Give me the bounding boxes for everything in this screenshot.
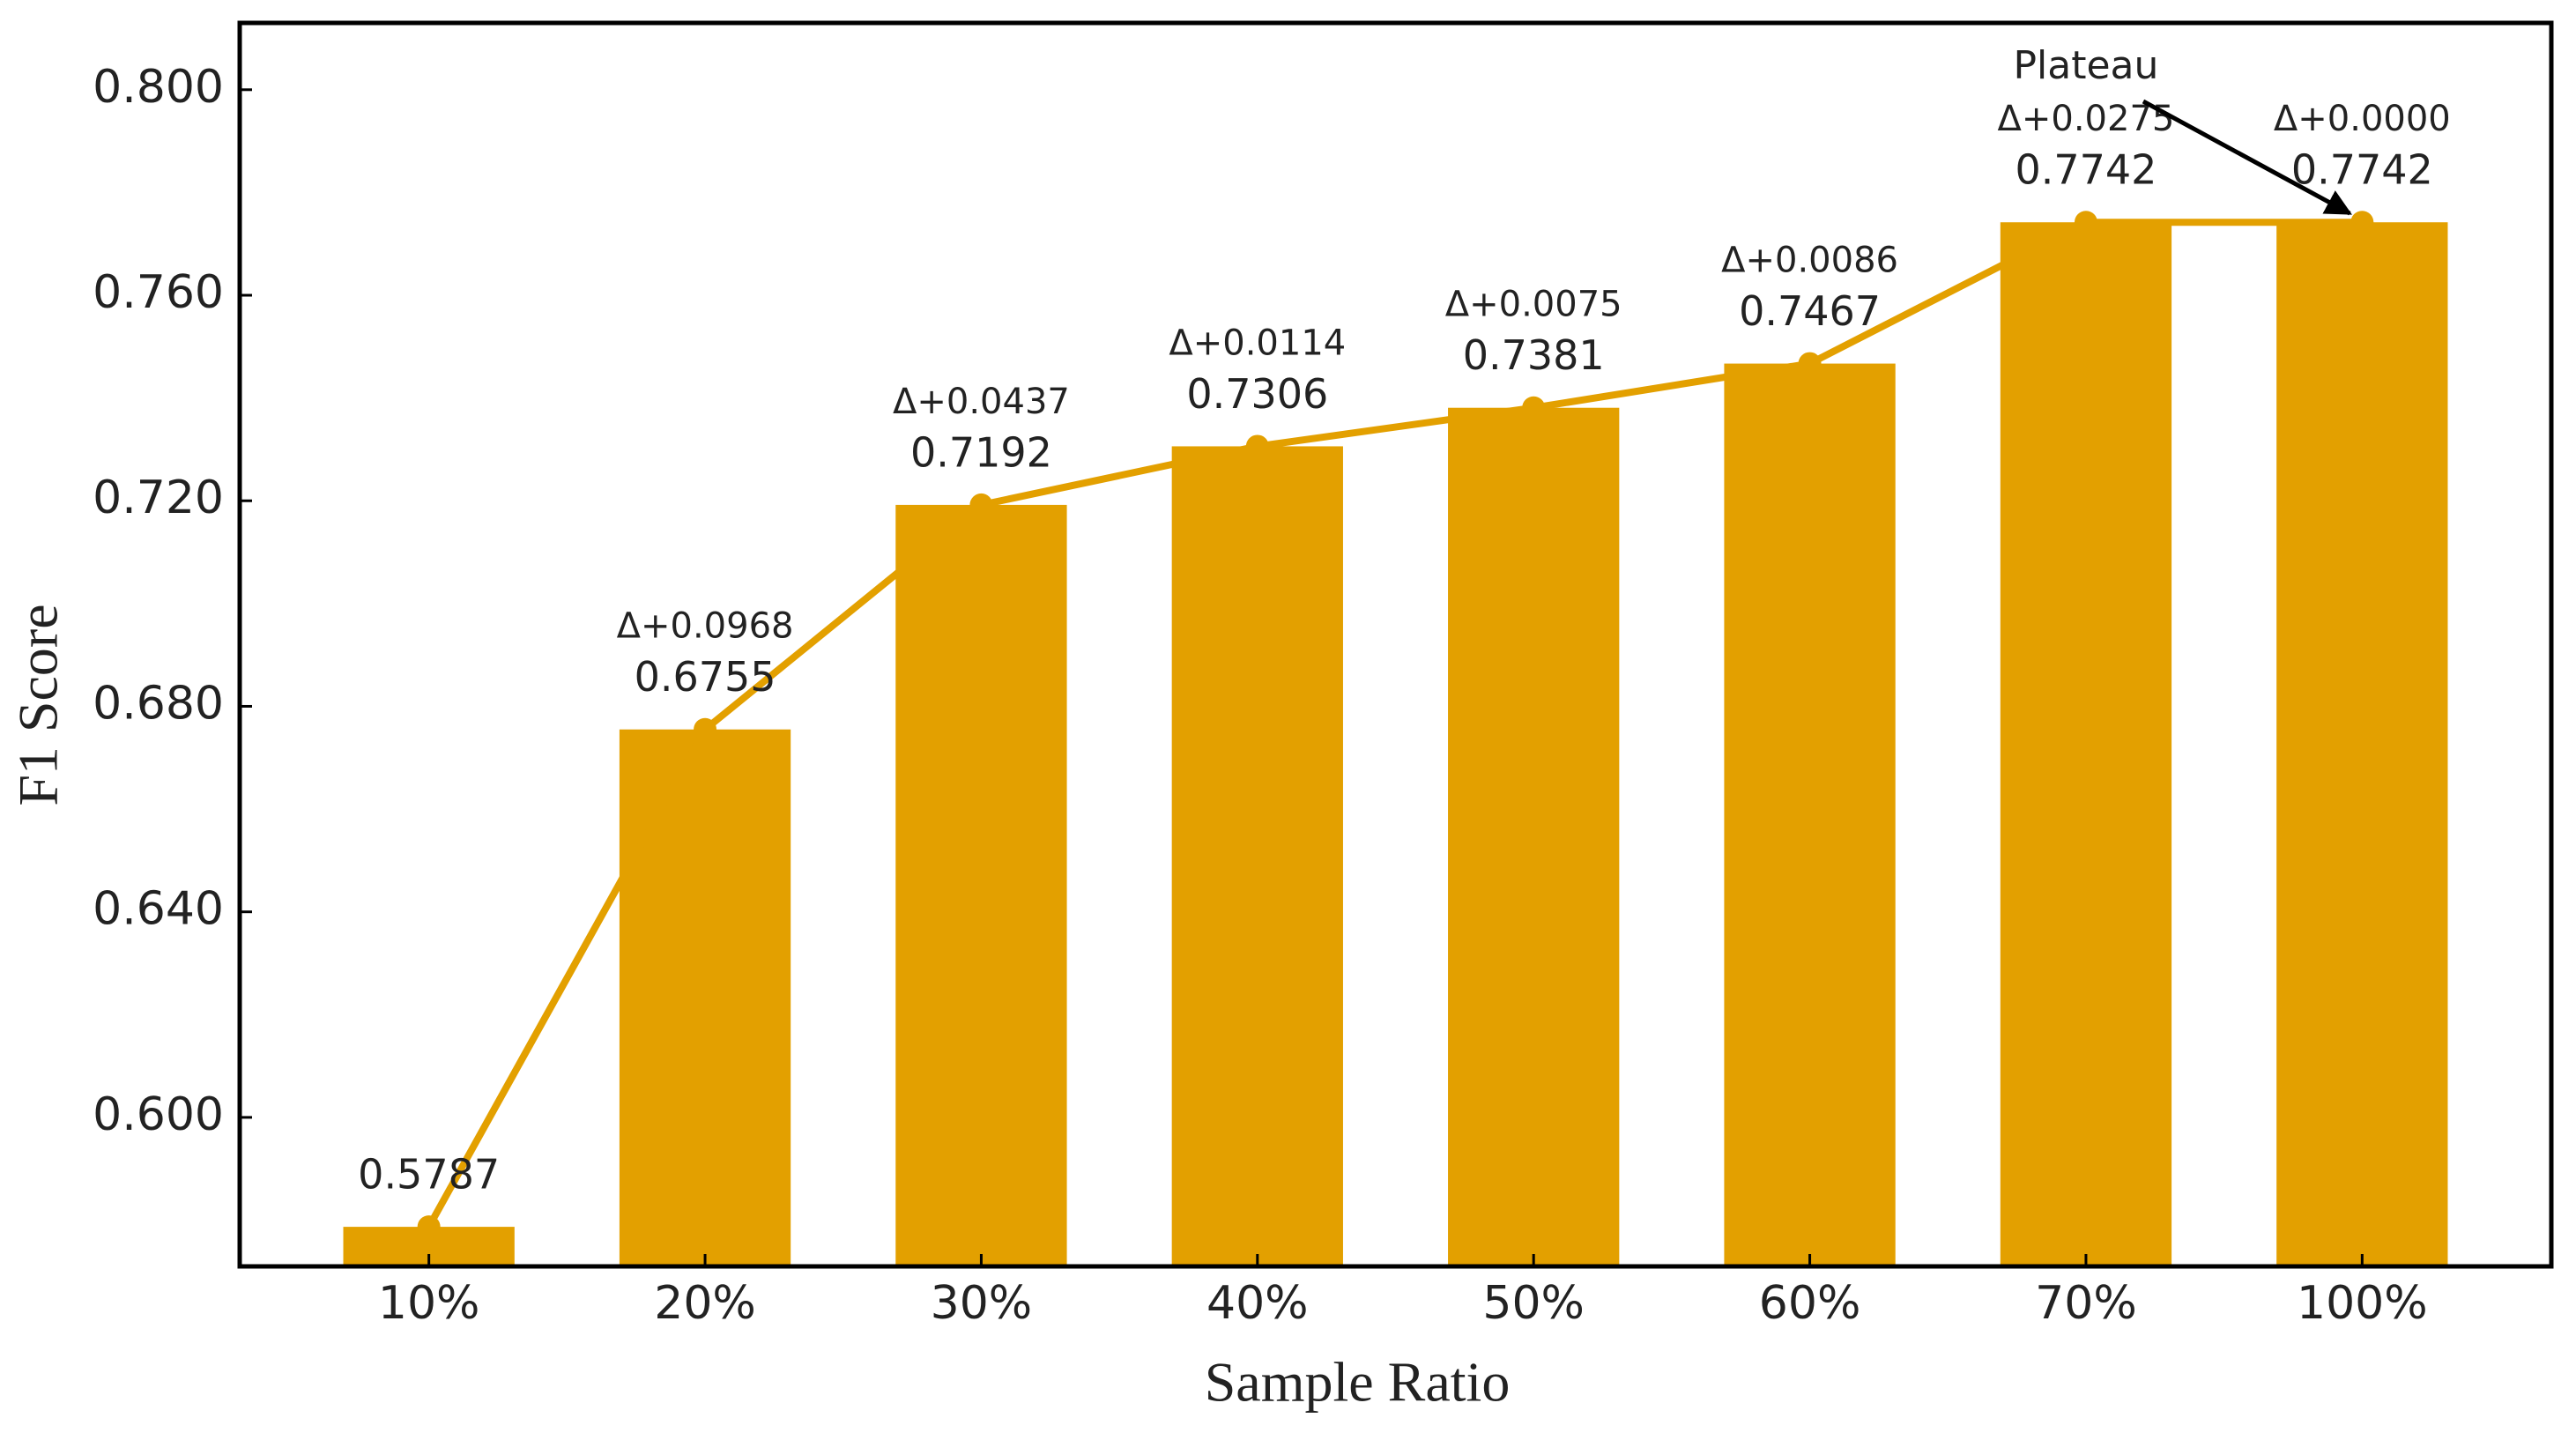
annotation-arrow bbox=[2142, 99, 2352, 216]
bar bbox=[619, 729, 791, 1266]
delta-label: Δ+0.0114 bbox=[1169, 323, 1346, 363]
annotation: Plateau bbox=[2013, 43, 2158, 88]
bar bbox=[2000, 222, 2172, 1266]
value-label: 0.7381 bbox=[1463, 331, 1605, 379]
y-tick-label: 0.720 bbox=[93, 471, 224, 524]
y-tick-label: 0.760 bbox=[93, 266, 224, 319]
delta-label: Δ+0.0086 bbox=[1721, 241, 1898, 281]
line-point bbox=[1798, 352, 1822, 375]
line-point bbox=[1245, 434, 1269, 458]
line-point bbox=[417, 1215, 441, 1239]
delta-label: Δ+0.0437 bbox=[893, 382, 1070, 422]
line-point bbox=[1522, 396, 1546, 419]
value-label: 0.7192 bbox=[910, 428, 1052, 476]
delta-label: Δ+0.0075 bbox=[1445, 285, 1622, 325]
x-tick-label: 100% bbox=[2297, 1277, 2428, 1330]
line-point bbox=[969, 493, 993, 516]
x-tick-label: 70% bbox=[2035, 1277, 2137, 1330]
value-label: 0.7742 bbox=[2291, 146, 2433, 194]
y-tick-label: 0.680 bbox=[93, 677, 224, 730]
y-tick-label: 0.600 bbox=[93, 1088, 224, 1141]
bar bbox=[1724, 363, 1896, 1266]
bar bbox=[1448, 407, 1620, 1266]
x-tick-label: 50% bbox=[1482, 1277, 1585, 1330]
bar bbox=[2276, 222, 2448, 1266]
x-tick-label: 10% bbox=[378, 1277, 480, 1330]
x-axis-label: Sample Ratio bbox=[1205, 1351, 1511, 1414]
value-label: 0.5787 bbox=[358, 1151, 500, 1199]
x-tick-label: 20% bbox=[654, 1277, 756, 1330]
bar bbox=[895, 504, 1067, 1266]
y-axis-label: F1 Score bbox=[7, 604, 70, 805]
x-tick-label: 60% bbox=[1759, 1277, 1861, 1330]
line-point bbox=[2350, 211, 2374, 234]
x-tick-label: 40% bbox=[1206, 1277, 1309, 1330]
value-label: 0.7306 bbox=[1186, 370, 1328, 418]
y-tick-label: 0.640 bbox=[93, 883, 224, 936]
line-series bbox=[426, 219, 2363, 1229]
delta-label: Δ+0.0275 bbox=[1998, 99, 2175, 139]
x-tick-label: 30% bbox=[931, 1277, 1033, 1330]
value-label: 0.7742 bbox=[2015, 146, 2157, 194]
line-point bbox=[2074, 211, 2097, 234]
delta-label: Δ+0.0000 bbox=[2274, 99, 2451, 139]
line-point bbox=[694, 717, 717, 741]
y-tick-label: 0.800 bbox=[93, 61, 224, 114]
plot-frame bbox=[237, 20, 2554, 1269]
bar bbox=[1171, 446, 1343, 1266]
delta-label: Δ+0.0968 bbox=[617, 606, 794, 647]
value-label: 0.6755 bbox=[635, 653, 776, 701]
value-label: 0.7467 bbox=[1739, 287, 1881, 335]
